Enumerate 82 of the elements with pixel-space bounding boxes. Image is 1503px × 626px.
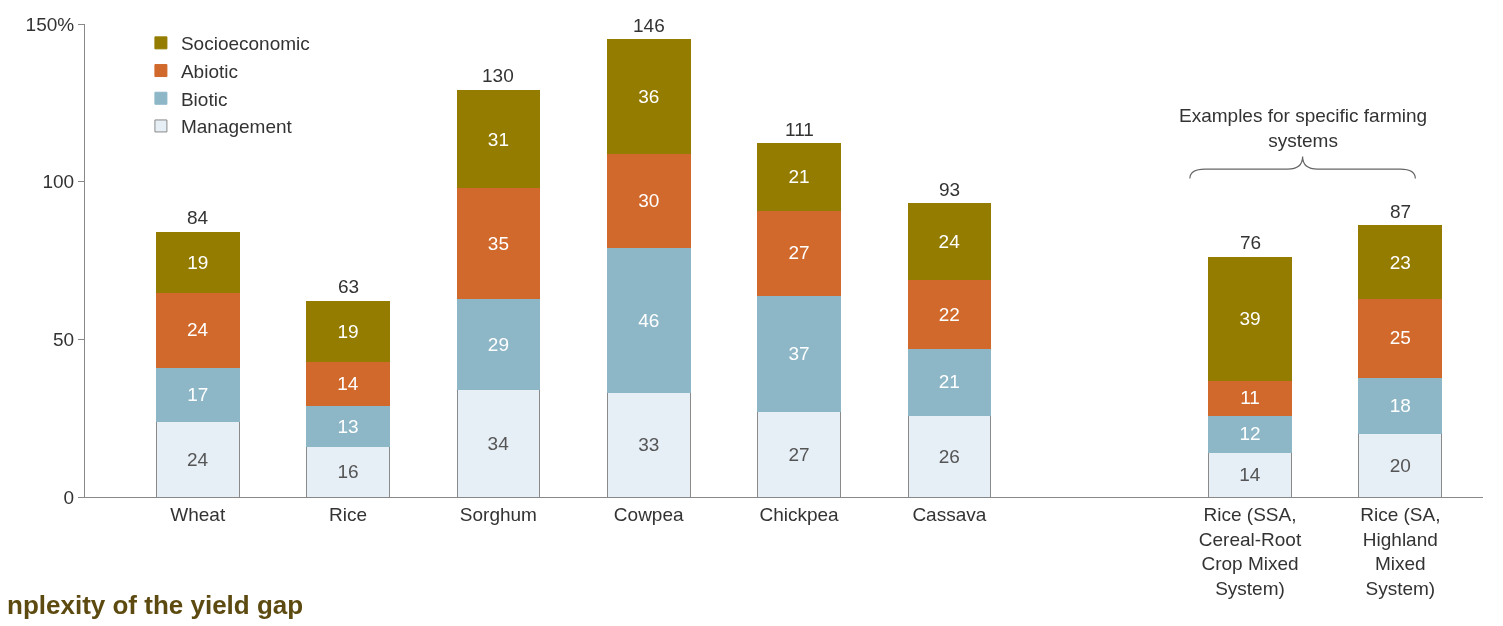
x-tick-label: Cassava xyxy=(912,503,987,525)
data-label: 17 xyxy=(187,384,209,406)
y-tick-label: 100 xyxy=(42,171,75,193)
x-tick-label: Chickpea xyxy=(759,503,840,525)
x-tick-label: Cowpea xyxy=(613,503,684,525)
bar xyxy=(1208,414,1292,454)
data-label: 27 xyxy=(788,242,810,264)
total-label: 93 xyxy=(939,179,961,200)
bar xyxy=(456,89,541,189)
data-label: 19 xyxy=(337,320,359,342)
bar xyxy=(306,300,390,362)
data-label: 16 xyxy=(337,461,359,483)
x-tick-label: Rice xyxy=(329,503,368,525)
data-label: 14 xyxy=(337,372,359,394)
total-label: 130 xyxy=(482,65,514,86)
bar xyxy=(757,294,841,413)
text: nplexity of the yield gap xyxy=(7,590,304,620)
legend-label: Abiotic xyxy=(180,60,238,82)
total-label: 87 xyxy=(1390,201,1412,222)
data-label: 33 xyxy=(638,434,660,456)
bar xyxy=(306,405,390,448)
bar xyxy=(456,187,541,299)
data-label: 14 xyxy=(1239,464,1261,486)
data-label: 18 xyxy=(1389,395,1411,417)
data-label: 30 xyxy=(638,190,660,212)
data-label: 11 xyxy=(1240,387,1260,409)
total-label: 76 xyxy=(1240,232,1262,253)
data-label: 29 xyxy=(487,333,509,355)
x-tick-label: Rice (SA, Highland Mixed System) xyxy=(1360,503,1441,599)
annotation: Examples for specific farming systems xyxy=(1179,105,1428,151)
y-tick-label: 50 xyxy=(53,328,75,350)
data-label: 24 xyxy=(938,231,961,253)
total-label: 84 xyxy=(187,207,209,228)
data-label: 25 xyxy=(1389,327,1411,349)
total-label: 63 xyxy=(338,276,360,297)
x-tick-label: Wheat xyxy=(170,503,226,525)
data-label: 13 xyxy=(337,415,359,437)
data-label: 36 xyxy=(638,86,660,108)
bar xyxy=(1208,256,1292,381)
data-label: 22 xyxy=(938,303,960,325)
data-label: 20 xyxy=(1389,454,1411,476)
bar xyxy=(1358,376,1443,435)
data-label: 21 xyxy=(938,371,960,393)
bar xyxy=(907,348,992,416)
y-tick-label: 150% xyxy=(25,13,75,35)
data-label: 12 xyxy=(1239,423,1261,445)
bar xyxy=(606,152,691,249)
bar xyxy=(757,143,841,211)
data-label: 21 xyxy=(788,166,810,188)
legend-label: Management xyxy=(180,116,293,138)
data-label: 26 xyxy=(938,445,960,467)
data-label: 39 xyxy=(1239,308,1261,330)
legend-label: Biotic xyxy=(180,88,228,110)
bar xyxy=(757,209,841,296)
legend-label: Socioeconomic xyxy=(180,33,310,55)
x-tick-label: Sorghum xyxy=(459,503,537,525)
bar xyxy=(606,247,691,394)
data-label: 27 xyxy=(788,443,810,465)
bar xyxy=(155,291,240,369)
bar xyxy=(155,367,240,422)
data-label: 31 xyxy=(487,128,509,150)
bar xyxy=(606,39,691,154)
bar xyxy=(306,360,390,407)
data-label: 46 xyxy=(638,309,660,331)
bar xyxy=(456,297,541,391)
bar xyxy=(1358,297,1443,378)
bar xyxy=(155,231,240,293)
bar xyxy=(907,203,992,280)
x-tick-label: Rice (SSA, Cereal-Root Crop Mixed System) xyxy=(1198,503,1302,599)
total-label: 111 xyxy=(785,119,814,140)
bar xyxy=(1358,225,1443,299)
data-label: 24 xyxy=(186,319,209,341)
data-label: 23 xyxy=(1389,251,1411,273)
data-label: 19 xyxy=(187,251,209,273)
total-label: 146 xyxy=(633,15,665,36)
data-label: 37 xyxy=(788,343,810,365)
y-tick-label: 0 xyxy=(63,486,75,508)
data-label: 24 xyxy=(186,448,209,470)
data-label: 35 xyxy=(487,232,509,254)
bar xyxy=(907,278,992,350)
data-label: 34 xyxy=(487,432,510,454)
bar xyxy=(1208,379,1292,416)
